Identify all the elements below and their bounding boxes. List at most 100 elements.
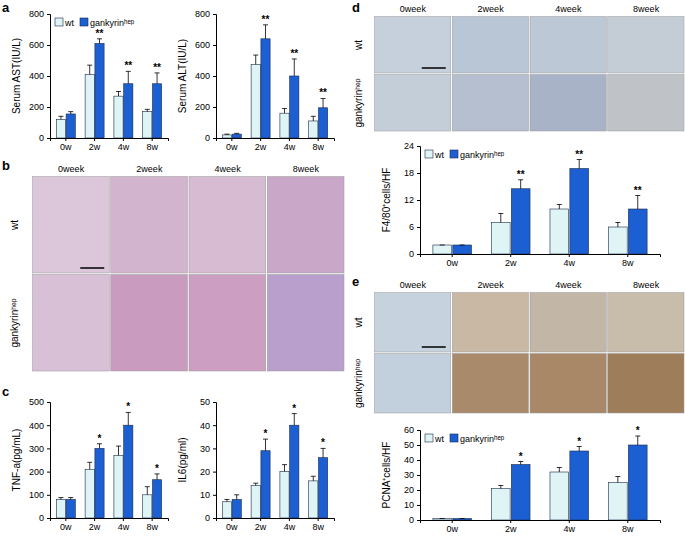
x-axis: 0w2w4w8w (51, 138, 169, 152)
error-bar-cap (145, 109, 150, 110)
series (232, 25, 328, 138)
error-bar-cap (253, 483, 258, 484)
error-bar (126, 412, 131, 425)
error-bar (577, 160, 582, 169)
micrograph-image (189, 177, 266, 274)
legend-label: gankyrinʰᵉᵖ (90, 18, 135, 28)
x-axis: 0w2w4w8w (421, 254, 661, 268)
tick-mark (417, 460, 420, 461)
legend: wt gankyrinʰᵉᵖ (55, 18, 135, 28)
tick-label: 60 (404, 425, 414, 435)
legend-swatch (450, 150, 458, 158)
micrograph-image (530, 354, 606, 414)
x-axis: 0w2w4w8w (217, 138, 335, 152)
bar (433, 519, 452, 521)
tick-label: 10 (200, 490, 210, 500)
tick: 30 (200, 444, 216, 454)
error-bar (518, 462, 523, 465)
error-bar-cap (440, 518, 445, 519)
error-bar-stem (294, 59, 295, 76)
tick-label: 0w (446, 258, 458, 268)
column-header: 8week (633, 4, 660, 14)
error-bar (87, 65, 92, 74)
significance-marker: ** (262, 14, 270, 25)
panel-label: a (2, 0, 10, 15)
tick: 200 (29, 102, 50, 112)
error-bar-stem (559, 205, 560, 210)
tick: 600 (195, 40, 216, 50)
error-bar-stem (284, 465, 285, 472)
error-bar-cap (68, 111, 73, 112)
error-bar-cap (87, 65, 92, 66)
tick: 0 (39, 133, 50, 143)
tick-mark (47, 472, 50, 473)
tick-mark (152, 518, 153, 521)
tick-mark (417, 146, 420, 147)
tick-label: 6 (409, 222, 414, 232)
tick-mark (510, 254, 511, 257)
error-bar-cap (615, 476, 620, 477)
error-bar (292, 59, 297, 76)
tick-mark (627, 520, 628, 523)
bar (232, 134, 241, 138)
tick: 4w (564, 520, 576, 534)
axis-line (421, 521, 661, 524)
significance-marker: ** (290, 48, 298, 59)
axis-title: IL6(pg/ml) (177, 437, 188, 482)
significance-marker: ** (517, 169, 525, 180)
tick-label: 500 (29, 397, 44, 407)
micrograph-image (33, 275, 110, 372)
significance-marker: * (292, 403, 296, 414)
tick-label: 2w (255, 142, 267, 152)
significance-marker: * (577, 436, 581, 447)
error-bar-stem (617, 477, 618, 483)
legend-item: wt (55, 18, 74, 28)
chart: ******02004006008000w2w4w8wSerum AST(IU/… (11, 9, 169, 152)
tick: 8w (622, 254, 634, 268)
error-bar-stem (520, 462, 521, 465)
bar (318, 108, 327, 138)
bar (280, 113, 289, 138)
error-bar-stem (617, 223, 618, 228)
bar (261, 39, 270, 138)
error-bar (292, 414, 297, 426)
tick-mark (213, 402, 216, 403)
error-bar (263, 439, 268, 451)
bar (511, 465, 530, 521)
tick: 50 (404, 440, 420, 450)
error-bar-cap (460, 245, 465, 246)
error-bar-cap (311, 116, 316, 117)
axis-line (213, 403, 217, 519)
tick-label: 100 (29, 490, 44, 500)
tick-label: 0 (39, 133, 44, 143)
y-axis: 01020304050 (200, 397, 217, 523)
tick-mark (213, 76, 216, 77)
tick: 8w (146, 518, 158, 532)
axis-line (417, 431, 421, 521)
tick-mark (94, 518, 95, 521)
bar (251, 486, 260, 518)
tick-label: 0 (409, 515, 414, 525)
error-bar (311, 116, 316, 121)
error-bar-stem (157, 474, 158, 480)
tick-mark (231, 518, 232, 521)
y-axis: 0102030405060 (404, 425, 421, 525)
error-bar-stem (559, 468, 560, 473)
error-bar (460, 518, 465, 519)
error-bar (68, 112, 73, 114)
bar (56, 499, 65, 518)
error-bar (440, 245, 445, 246)
error-bar-stem (579, 447, 580, 452)
tick-mark (417, 200, 420, 201)
axis-title: Serum ALT(IU/L) (177, 39, 188, 113)
plot-area (222, 25, 327, 138)
error-bar-cap (253, 55, 258, 56)
error-bar-stem (118, 446, 119, 455)
error-bar (253, 483, 258, 485)
tick-mark (569, 520, 570, 523)
tick-mark (213, 107, 216, 108)
tick-mark (47, 107, 50, 108)
bar (222, 502, 231, 518)
tick: 20 (200, 467, 216, 477)
tick: 8w (312, 138, 324, 152)
